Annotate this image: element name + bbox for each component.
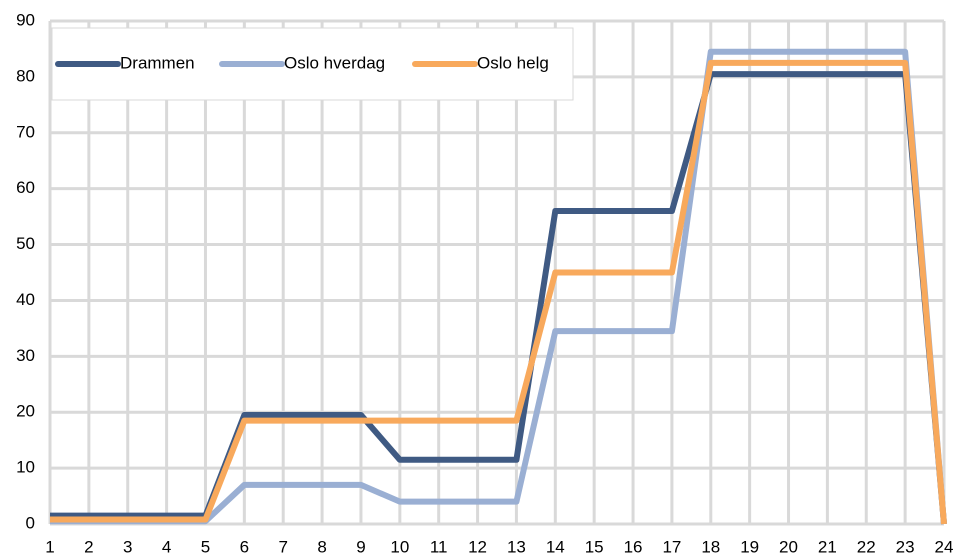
x-tick-label: 21: [818, 537, 837, 556]
legend-label: Oslo helg: [477, 53, 549, 72]
x-tick-label: 6: [240, 537, 249, 556]
y-tick-label: 10: [16, 458, 35, 477]
x-tick-label: 17: [662, 537, 681, 556]
x-tick-label: 14: [546, 537, 565, 556]
y-tick-label: 80: [16, 66, 35, 85]
series-line: [50, 48, 947, 525]
x-tick-label: 8: [317, 537, 326, 556]
x-tick-label: 5: [201, 537, 210, 556]
series-line: [50, 71, 947, 525]
x-tick-label: 11: [430, 537, 448, 556]
x-tick-label: 24: [935, 537, 954, 556]
x-tick-label: 22: [857, 537, 876, 556]
x-tick-label: 9: [356, 537, 365, 556]
y-tick-label: 20: [16, 402, 35, 421]
y-tick-label: 90: [16, 10, 35, 29]
x-tick-label: 2: [84, 537, 93, 556]
x-tick-label: 12: [468, 537, 487, 556]
y-tick-label: 40: [16, 290, 35, 309]
x-tick-label: 3: [123, 537, 132, 556]
x-tick-label: 10: [390, 537, 409, 556]
y-tick-label: 0: [26, 513, 35, 532]
legend-label: Drammen: [120, 53, 195, 72]
x-tick-label: 23: [896, 537, 915, 556]
legend-label: Oslo hverdag: [284, 53, 385, 72]
y-tick-label: 60: [16, 178, 35, 197]
x-tick-label: 7: [278, 537, 287, 556]
x-tick-label: 16: [624, 537, 643, 556]
x-tick-label: 18: [701, 537, 720, 556]
x-tick-label: 20: [779, 537, 798, 556]
x-tick-label: 4: [162, 537, 171, 556]
x-tick-label: 13: [507, 537, 526, 556]
y-tick-label: 50: [16, 234, 35, 253]
x-tick-label: 15: [585, 537, 604, 556]
x-tick-label: 1: [45, 537, 54, 556]
series-line: [50, 59, 947, 525]
y-tick-label: 70: [16, 122, 35, 141]
x-tick-label: 19: [740, 537, 759, 556]
y-tick-label: 30: [16, 346, 35, 365]
legend-box: [51, 27, 574, 101]
